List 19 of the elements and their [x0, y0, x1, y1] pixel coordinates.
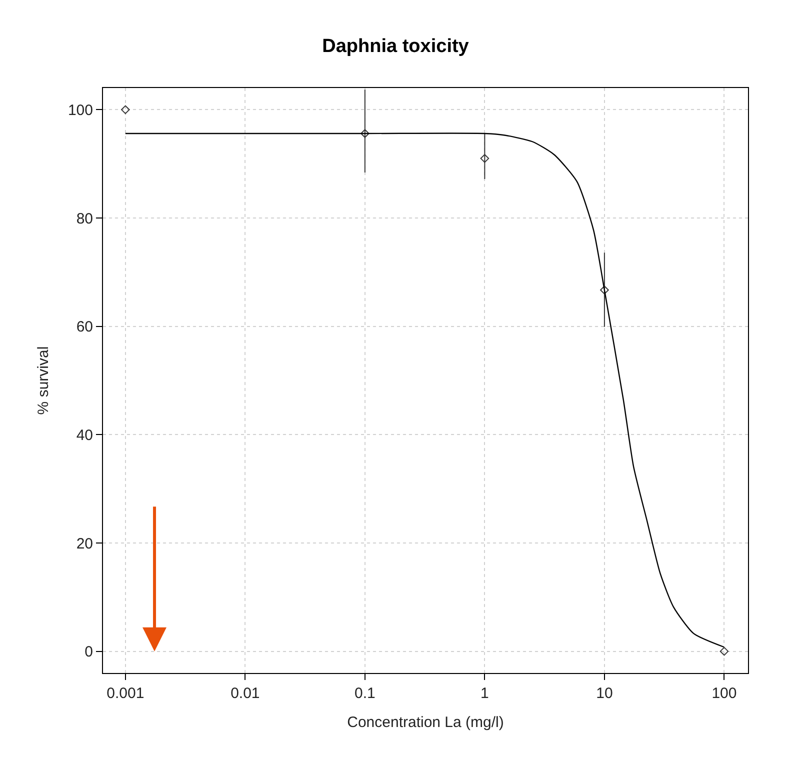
- y-tick-label: 40: [76, 426, 93, 444]
- y-axis-title: % survival: [35, 346, 52, 415]
- x-tick-label: 10: [596, 685, 613, 702]
- x-tick-label: 0.01: [230, 685, 260, 702]
- x-tick-label: 100: [712, 685, 737, 702]
- chart-title: Daphnia toxicity: [322, 36, 470, 57]
- point: [480, 154, 490, 163]
- x-tick-label: 0.1: [354, 685, 376, 702]
- y-tick-label: 20: [76, 535, 93, 552]
- point: [720, 646, 729, 656]
- y-tick-label: 100: [68, 102, 93, 119]
- point: [600, 286, 609, 294]
- x-tick-label: 0.001: [106, 685, 144, 702]
- x-axis-title: Concentration La (mg/l): [347, 714, 504, 731]
- y-tick-label: 0: [84, 644, 93, 661]
- y-tick-label: 60: [76, 318, 93, 336]
- point: [360, 129, 370, 138]
- x-tick-label: 1: [480, 685, 489, 702]
- y-tick-label: 80: [76, 210, 93, 228]
